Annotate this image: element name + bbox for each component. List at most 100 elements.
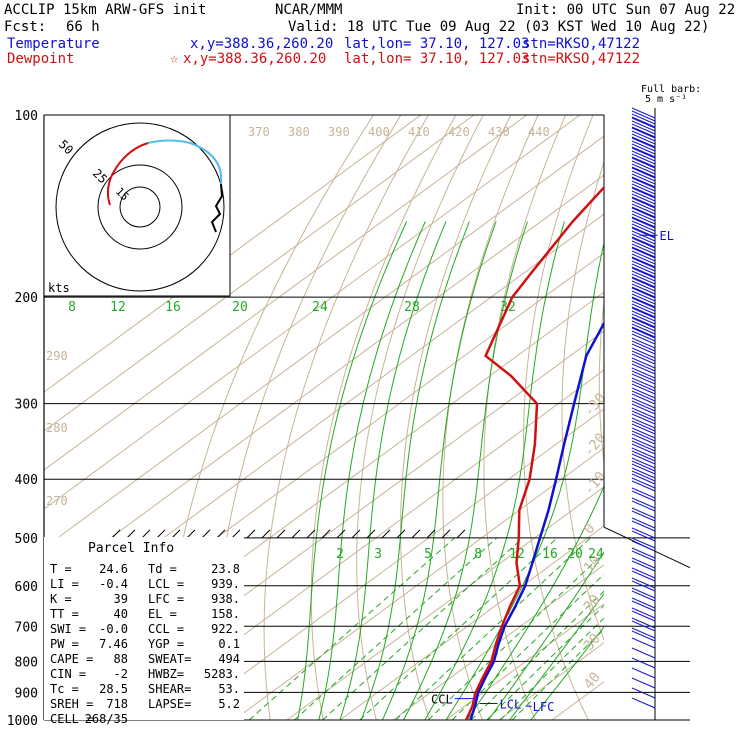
hatch-mark xyxy=(261,529,271,539)
marker-label-ccl: CCL xyxy=(431,693,453,707)
wind-barb xyxy=(631,337,656,349)
wind-barb xyxy=(631,697,656,709)
wind-barb xyxy=(631,387,656,399)
hodograph-upper-trace xyxy=(147,139,223,185)
wind-barb xyxy=(631,107,656,119)
parcel-info-box xyxy=(44,537,244,720)
wind-barb xyxy=(631,617,656,629)
parcel-row-label: K = xyxy=(50,592,72,606)
wind-barb xyxy=(631,257,656,269)
wind-barb xyxy=(631,190,656,202)
hodograph-ring xyxy=(55,122,225,292)
mixing-ratio-line xyxy=(470,590,604,720)
wind-barb xyxy=(631,180,656,192)
wind-barb xyxy=(631,360,656,372)
wind-barb xyxy=(631,630,656,642)
dry-adiabat-line xyxy=(483,115,566,720)
hatch-mark xyxy=(456,529,466,539)
wind-barb xyxy=(631,477,656,489)
parcel-row-value: 24.6 xyxy=(99,562,128,576)
wind-barb xyxy=(631,567,656,579)
parcel-row-value: 718 xyxy=(106,697,128,711)
wind-barb xyxy=(631,333,656,345)
parcel-row-label: LI = xyxy=(50,577,79,591)
marker-label-el: EL xyxy=(660,229,674,243)
parcel-row-value: 938. xyxy=(211,592,240,606)
isotherm-label: -30 xyxy=(581,390,610,420)
wind-barb xyxy=(631,280,656,292)
parcel-row-value: 28.5 xyxy=(99,682,128,696)
wind-barb xyxy=(631,427,656,439)
wind-barb xyxy=(631,517,656,529)
theta-label: 280 xyxy=(46,421,68,435)
wind-barb xyxy=(631,687,656,699)
wind-barb xyxy=(631,313,656,325)
moist-adiabat-line xyxy=(530,626,604,720)
wind-barb xyxy=(631,297,656,309)
parcel-row-label: T = xyxy=(50,562,72,576)
init-time: Init: 00 UTC Sun 07 Aug 22 xyxy=(516,2,736,18)
wind-barb xyxy=(631,520,656,532)
parcel-row-value: 39 xyxy=(114,592,128,606)
hatch-mark xyxy=(426,529,436,539)
wind-barb xyxy=(631,233,656,245)
wind-barb xyxy=(631,490,656,502)
isotherm-line xyxy=(44,115,528,471)
moist-adiabat-line xyxy=(339,221,447,720)
wind-barb xyxy=(631,127,656,139)
dewpoint-marker-icon: ☆ xyxy=(170,51,179,67)
hatch-mark xyxy=(351,529,361,539)
parcel-row-label: CAPE = xyxy=(50,652,93,666)
marker-label-lfc: LFC xyxy=(533,700,555,714)
parcel-row-label: SHEAR= xyxy=(148,682,191,696)
wind-barb xyxy=(631,370,656,382)
moist-adiabat-line xyxy=(297,221,408,720)
wind-barb xyxy=(631,657,656,669)
pressure-label: 1000 xyxy=(7,714,38,729)
isotherm-line xyxy=(233,447,604,720)
wind-barb xyxy=(631,557,656,569)
isotherm-line xyxy=(127,369,604,720)
wind-barb xyxy=(631,403,656,415)
wind-barb xyxy=(631,226,656,238)
wind-barb xyxy=(631,187,656,199)
mixing-ratio-label: 28 xyxy=(404,300,420,315)
wind-barb xyxy=(631,320,656,332)
wind-barb xyxy=(631,383,656,395)
wind-barb xyxy=(631,223,656,235)
theta-label: 440 xyxy=(528,125,550,139)
wind-barb xyxy=(631,160,656,172)
parcel-row-value: 40 xyxy=(114,607,128,621)
parcel-row-label: CIN = xyxy=(50,667,86,681)
wind-barb xyxy=(631,307,656,319)
wind-barb xyxy=(631,290,656,302)
hatch-mark xyxy=(201,529,211,539)
hodograph-units-label: kts xyxy=(48,281,70,295)
theta-label: 430 xyxy=(488,125,510,139)
wind-barb xyxy=(631,227,656,239)
parcel-row-value: 5.2 xyxy=(218,697,240,711)
wind-barb xyxy=(631,287,656,299)
wind-barb xyxy=(631,286,656,298)
pressure-label: 300 xyxy=(15,398,38,413)
hatch-mark xyxy=(336,529,346,539)
hatch-mark xyxy=(366,529,376,539)
hodograph-mid-trace xyxy=(106,142,149,206)
parcel-row-value: -0.0 xyxy=(99,622,128,636)
wind-barb xyxy=(631,130,656,142)
parcel-row-label: LAPSE= xyxy=(148,697,191,711)
mixing-ratio-label: 16 xyxy=(165,300,181,315)
wind-barb xyxy=(631,430,656,442)
parcel-row-value: 268/35 xyxy=(85,712,128,726)
pressure-label: 200 xyxy=(15,291,38,306)
wind-barb xyxy=(631,230,656,242)
marker-label-lcl: LCL xyxy=(500,697,522,711)
parcel-row-label: SWEAT= xyxy=(148,652,191,666)
wind-barb xyxy=(631,143,656,155)
wind-barb xyxy=(631,323,656,335)
mixing-ratio-line xyxy=(499,617,604,720)
wind-barb xyxy=(631,296,656,308)
wind-barb xyxy=(631,306,656,318)
pressure-label: 500 xyxy=(15,532,38,547)
parcel-row-label: TT = xyxy=(50,607,79,621)
